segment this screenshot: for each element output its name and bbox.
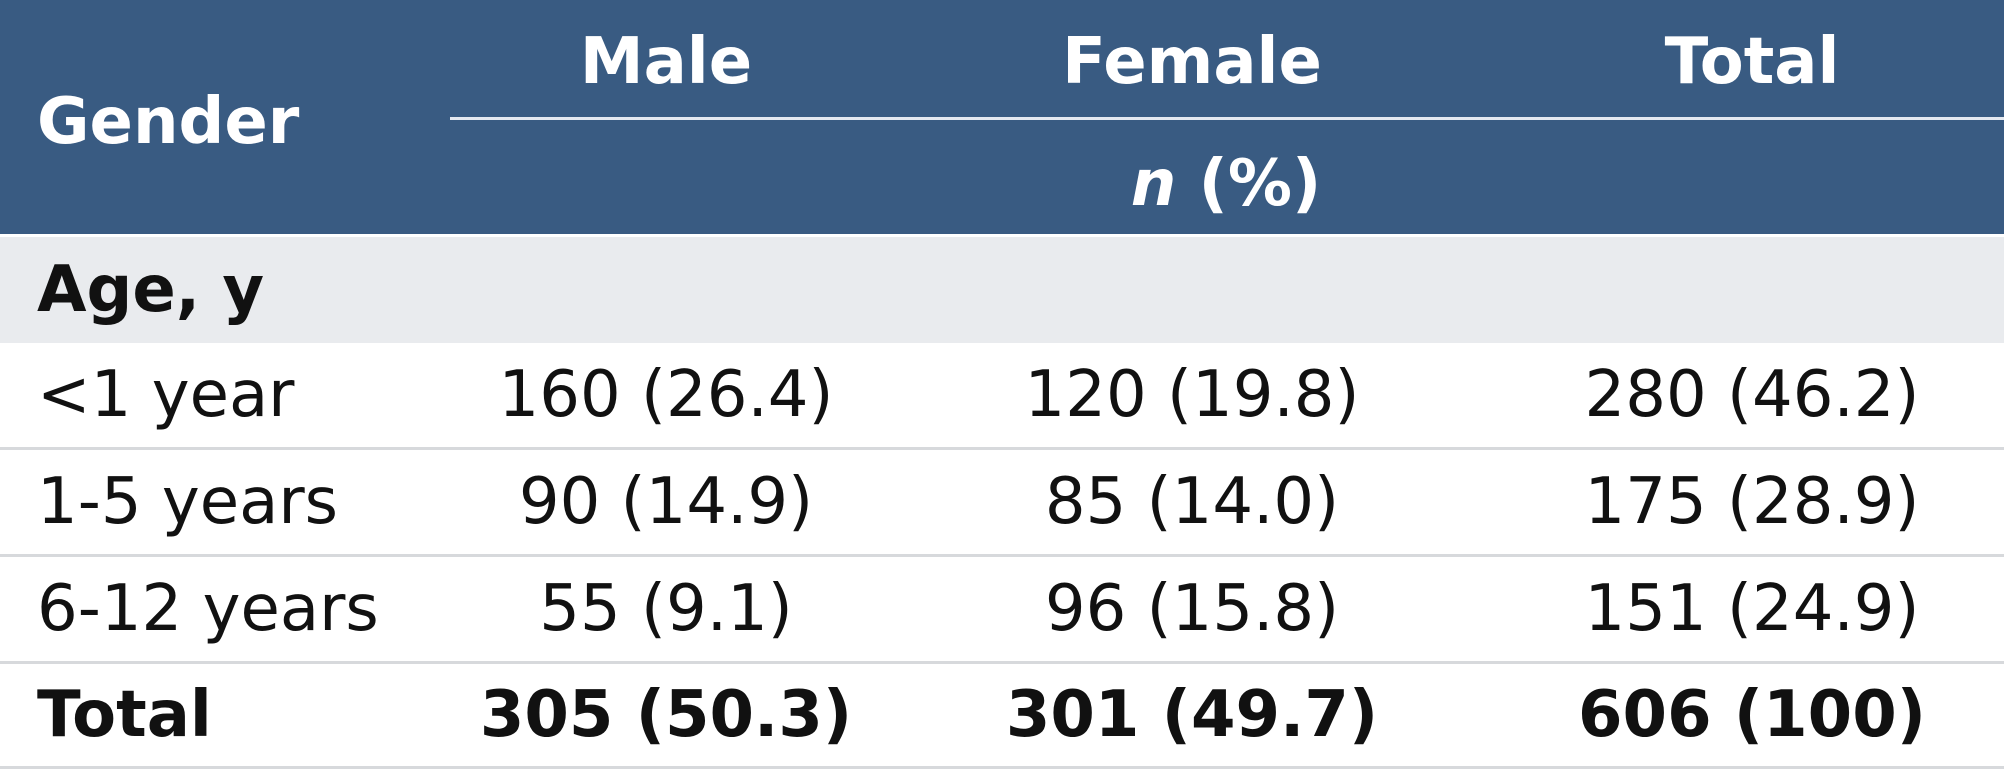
header-unit: n (%) — [1131, 147, 1321, 221]
total-total: 606 (100) — [1578, 678, 1926, 752]
total-label: Total — [37, 678, 212, 752]
table-header: Gender Male Female Total n (%) — [0, 0, 2004, 234]
header-divider — [450, 117, 2004, 120]
cell-female: 120 (19.8) — [1024, 358, 1360, 432]
total-female: 301 (49.7) — [1005, 678, 1379, 752]
total-row: Total 305 (50.3) 301 (49.7) 606 (100) — [0, 664, 2004, 769]
cell-female: 85 (14.0) — [1044, 465, 1340, 539]
cell-male: 55 (9.1) — [539, 572, 793, 646]
row-label: 6-12 years — [37, 572, 379, 646]
cell-male: 160 (26.4) — [498, 358, 834, 432]
row-label: 1-5 years — [37, 465, 338, 539]
cell-total: 280 (46.2) — [1584, 358, 1920, 432]
table-row: 1-5 years 90 (14.9) 85 (14.0) 175 (28.9) — [0, 450, 2004, 557]
header-unit-n: n — [1130, 147, 1177, 221]
cell-female: 96 (15.8) — [1044, 572, 1340, 646]
cell-male: 90 (14.9) — [518, 465, 814, 539]
header-male: Male — [579, 25, 753, 99]
header-unit-percent: (%) — [1176, 147, 1322, 221]
header-gender: Gender — [37, 85, 300, 159]
header-total: Total — [1664, 25, 1840, 99]
row-label: <1 year — [37, 358, 295, 432]
cell-total: 175 (28.9) — [1584, 465, 1920, 539]
table-row: 6-12 years 55 (9.1) 96 (15.8) 151 (24.9) — [0, 557, 2004, 664]
section-age: Age, y — [0, 237, 2004, 346]
header-female: Female — [1062, 25, 1322, 99]
cell-total: 151 (24.9) — [1584, 572, 1920, 646]
table-row: <1 year 160 (26.4) 120 (19.8) 280 (46.2) — [0, 343, 2004, 450]
section-label: Age, y — [37, 253, 265, 327]
total-male: 305 (50.3) — [479, 678, 853, 752]
